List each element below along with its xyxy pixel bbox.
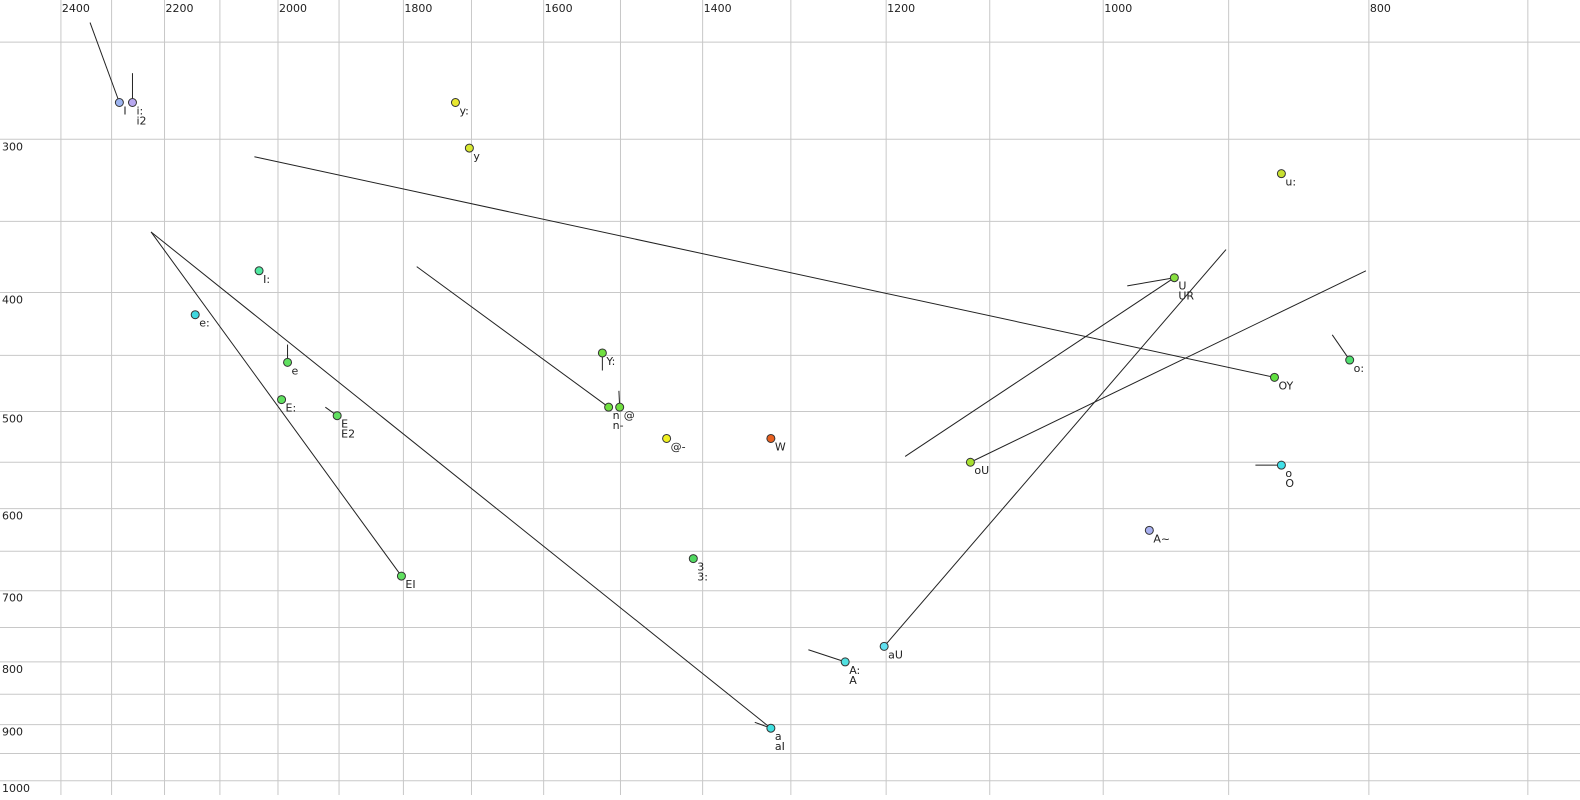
vowel-point — [688, 554, 698, 564]
trajectory — [1127, 277, 1175, 287]
x-tick-label: 1600 — [545, 2, 573, 15]
vowel-point — [662, 433, 672, 443]
vowel-point — [127, 98, 137, 108]
vowel-point — [1269, 372, 1279, 382]
vowel-label: n- — [613, 419, 624, 432]
vowel-label: 3: — [697, 571, 708, 584]
vowel-point — [766, 433, 776, 443]
y-tick-label: 600 — [2, 510, 23, 523]
vowel-label: @ — [624, 409, 635, 422]
vowel-point — [464, 143, 474, 153]
trajectory — [883, 249, 1227, 647]
vowel-point — [766, 723, 776, 733]
vowel-label: oU — [974, 464, 989, 477]
vowel-label: E2 — [341, 428, 355, 441]
trajectory — [89, 22, 120, 103]
vowel-label: A — [849, 674, 857, 687]
trajectory — [904, 277, 1175, 457]
vowel-point — [283, 357, 293, 367]
vowel-point — [332, 411, 342, 421]
vowel-label: a — [775, 730, 782, 743]
vowel-label: o: — [1354, 362, 1364, 375]
y-tick-label: 1000 — [2, 782, 30, 795]
vowel-point — [965, 457, 975, 467]
trajectory — [1331, 334, 1351, 361]
trajectory — [254, 156, 1275, 378]
vowel-point — [1276, 460, 1286, 470]
vowel-label: y — [473, 150, 480, 163]
trajectory — [808, 649, 846, 663]
trajectory — [970, 270, 1367, 463]
vowel-label: i2 — [136, 115, 146, 128]
vowel-point — [254, 266, 264, 276]
vowel-label: O — [1285, 477, 1294, 490]
vowel-label: UR — [1178, 290, 1194, 303]
vowel-point — [840, 657, 850, 667]
vowel-point — [190, 310, 200, 320]
x-tick-label: 1400 — [704, 2, 732, 15]
vowel-label: n — [613, 409, 620, 422]
vowel-point — [1276, 169, 1286, 179]
trajectory — [416, 266, 609, 408]
x-tick-label: 1000 — [1104, 2, 1132, 15]
vowel-point — [450, 98, 460, 108]
vowel-point — [396, 571, 406, 581]
y-tick-label: 500 — [2, 412, 23, 425]
vowel-label: @- — [671, 440, 686, 453]
y-tick-label: 700 — [2, 592, 23, 605]
y-tick-label: 400 — [2, 294, 23, 307]
vowel-label: aI — [775, 740, 785, 753]
vowel-point — [604, 402, 614, 412]
y-tick-label: 800 — [2, 663, 23, 676]
x-tick-label: 800 — [1370, 2, 1391, 15]
y-tick-label: 900 — [2, 726, 23, 739]
vowel-label: I — [123, 105, 126, 118]
vowel-label: EI — [405, 578, 415, 591]
vowel-label: e: — [199, 317, 209, 330]
vowel-label: aU — [888, 648, 903, 661]
x-tick-label: 2200 — [166, 2, 194, 15]
trajectory — [150, 231, 402, 577]
vowel-label: e — [292, 364, 299, 377]
trails — [89, 22, 1367, 729]
vowel-label: Y: — [605, 355, 615, 368]
vowel-label: OY — [1278, 379, 1293, 392]
vowel-label: U — [1178, 280, 1186, 293]
vowel-label: y: — [459, 105, 468, 118]
vowel-label: E — [341, 418, 348, 431]
vowel-label: A: — [849, 664, 860, 677]
vowel-label: o — [1285, 467, 1292, 480]
vowel-label: E: — [286, 402, 297, 415]
vowel-label: u: — [1285, 176, 1296, 189]
vowel-point — [1169, 273, 1179, 283]
vowel-point — [1345, 355, 1355, 365]
vowel-point — [615, 402, 625, 412]
vowel-label: 3 — [697, 561, 704, 574]
vowel-label: W — [775, 440, 786, 453]
x-tick-label: 2400 — [62, 2, 90, 15]
vowel-label: I: — [263, 273, 270, 286]
vowel-point — [1144, 525, 1154, 535]
vowel-label: A~ — [1153, 532, 1170, 545]
x-tick-label: 1800 — [404, 2, 432, 15]
vowel-point — [879, 641, 889, 651]
trajectory — [150, 231, 772, 729]
x-tick-label: 1200 — [887, 2, 915, 15]
y-tick-label: 300 — [2, 140, 23, 153]
x-tick-label: 2000 — [279, 2, 307, 15]
vowel-point — [114, 98, 124, 108]
vowel-point — [597, 348, 607, 358]
vowel-label: i: — [136, 105, 143, 118]
vowel-point — [277, 395, 287, 405]
